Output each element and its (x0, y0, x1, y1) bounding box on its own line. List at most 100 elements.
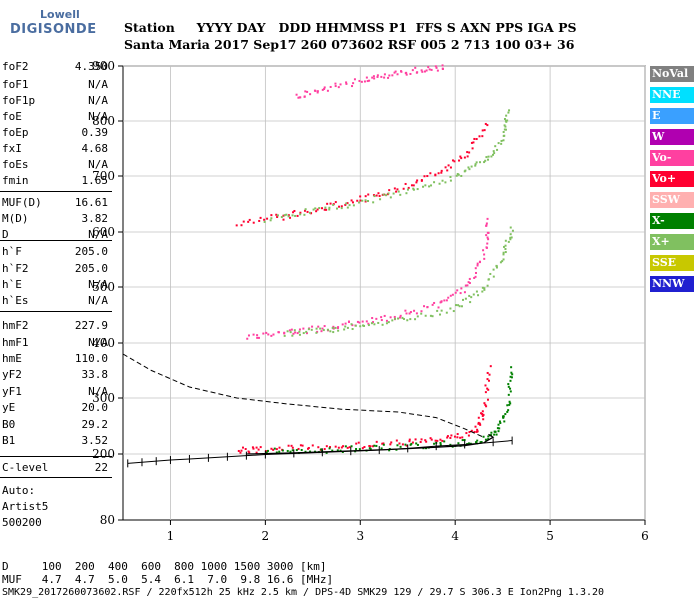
trace-point (311, 444, 314, 447)
trace-point (325, 451, 328, 454)
trace-point (337, 446, 340, 449)
trace-point (431, 303, 434, 306)
trace-point (263, 218, 266, 221)
trace-point (387, 192, 390, 195)
trace-point (441, 64, 444, 67)
trace-point (493, 152, 496, 155)
trace-point (314, 207, 317, 210)
trace-point (375, 440, 378, 443)
trace-point (323, 325, 326, 328)
trace-point (460, 157, 463, 160)
trace-point (255, 451, 258, 454)
trace-point (416, 71, 419, 74)
param-ye: yE 20.0 (2, 401, 108, 416)
trace-point (420, 310, 423, 313)
trace-point (496, 427, 499, 430)
trace-point (423, 305, 426, 308)
trace-point (428, 68, 431, 71)
trace-point (481, 414, 484, 417)
param-name: h`F2 (2, 262, 29, 275)
trace-point (348, 204, 351, 207)
trace-point (334, 445, 337, 448)
trace-point (506, 404, 509, 407)
trace-point (439, 441, 442, 444)
param-value: 0.39 (81, 126, 109, 139)
trace-point (430, 184, 433, 187)
trace-point (468, 294, 471, 297)
trace-point (440, 309, 443, 312)
trace-point (312, 208, 315, 211)
trace-point (502, 131, 505, 134)
trace-point (502, 253, 505, 256)
trace-point (356, 320, 359, 323)
trace-point (476, 430, 479, 433)
trace-point (507, 383, 510, 386)
trace-point (481, 290, 484, 293)
trace-point (382, 443, 385, 446)
param-value: 110.0 (74, 352, 108, 365)
trace-point (391, 319, 394, 322)
trace-point (410, 184, 413, 187)
trace-point (508, 403, 511, 406)
trace-point (396, 444, 399, 447)
trace-point (373, 195, 376, 198)
trace-point (293, 329, 296, 332)
param-name: foF1p (2, 94, 36, 107)
trace-point (409, 311, 412, 314)
trace-point (286, 449, 289, 452)
trace-point (496, 148, 499, 151)
param-name: h`Es (2, 294, 29, 307)
param-name: yF2 (2, 368, 22, 381)
trace-point (396, 188, 399, 191)
trace-point (419, 441, 422, 444)
trace-point (482, 435, 485, 438)
param-value: N/A (88, 78, 108, 91)
trace-point (381, 323, 384, 326)
param-name: yF1 (2, 385, 22, 398)
trace-point (486, 398, 489, 401)
trace-point (470, 296, 473, 299)
trace-point (444, 181, 447, 184)
trace-point (482, 413, 485, 416)
param-name: foEs (2, 158, 29, 171)
trace-point (407, 186, 410, 189)
trace-point (380, 319, 383, 322)
trace-point (380, 316, 383, 319)
trace-point (240, 449, 243, 452)
trace-point (507, 409, 510, 412)
trace-point (410, 442, 413, 445)
trace-point (356, 199, 359, 202)
trace-point (340, 205, 343, 208)
trace-point (252, 447, 255, 450)
trace-point (276, 215, 279, 218)
trace-point (399, 193, 402, 196)
trace-point (402, 317, 405, 320)
trace-point (287, 214, 290, 217)
logo-top-text: Lowell (40, 8, 80, 21)
trace-point (353, 78, 356, 81)
trace-point (369, 445, 372, 448)
trace-point (481, 135, 484, 138)
trace-point (344, 325, 347, 328)
param-value: 227.9 (74, 319, 108, 332)
trace-point (484, 384, 487, 387)
trace-point (433, 442, 436, 445)
trace-point (289, 216, 292, 219)
trace-point (508, 400, 511, 403)
trace-point (440, 171, 443, 174)
trace-point (298, 96, 301, 99)
trace-point (358, 79, 361, 82)
trace-point (451, 293, 454, 296)
param-value: N/A (88, 385, 108, 398)
trace-point (470, 429, 473, 432)
trace-point (449, 179, 452, 182)
trace-point (482, 249, 485, 252)
trace-point (463, 156, 466, 159)
trace-point (445, 311, 448, 314)
param-foes: foEs N/A (2, 158, 108, 173)
trace-point (421, 70, 424, 73)
trace-point (503, 134, 506, 137)
trace-point (298, 333, 301, 336)
trace-point (320, 330, 323, 333)
trace-point (461, 439, 464, 442)
